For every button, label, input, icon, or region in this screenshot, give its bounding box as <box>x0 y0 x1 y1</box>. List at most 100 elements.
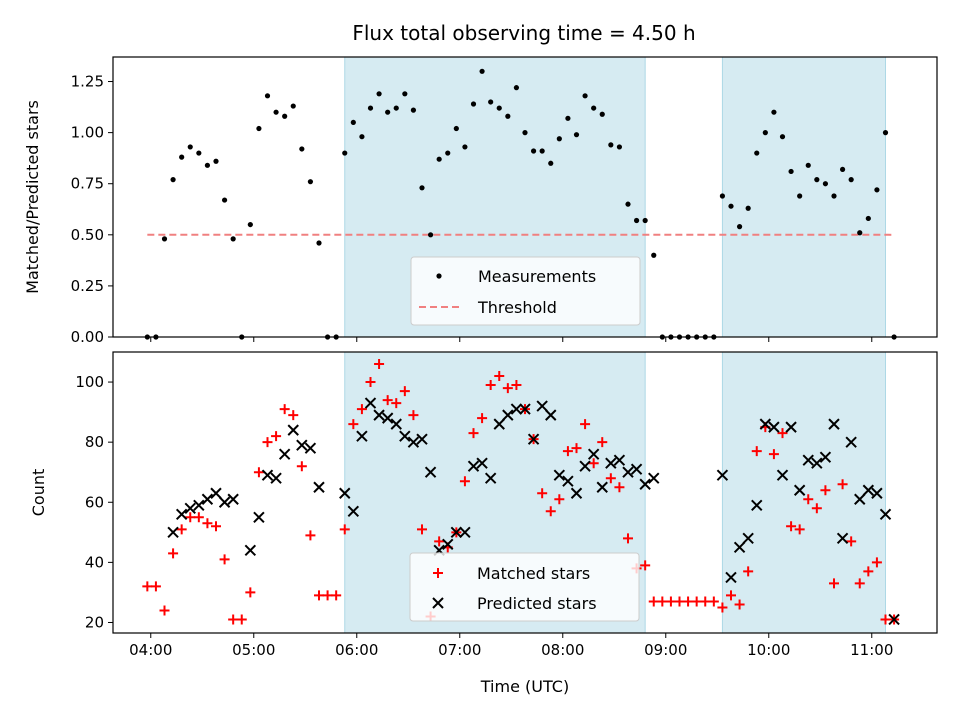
predicted-star-point <box>399 430 411 442</box>
x-axis-label: Time (UTC) <box>480 677 569 696</box>
matched-star-point <box>597 437 608 448</box>
predicted-star-point <box>459 526 471 539</box>
y-tick-label: 1.00 <box>71 124 104 142</box>
matched-star-point <box>322 590 333 601</box>
x-tick-label: 09:00 <box>644 641 687 659</box>
matched-star-point <box>614 482 625 493</box>
matched-star-point <box>588 458 599 469</box>
measurement-point <box>814 177 820 183</box>
predicted-star-point <box>536 400 548 412</box>
predicted-star-point <box>828 418 840 430</box>
matched-star-point <box>434 536 445 547</box>
predicted-star-point <box>510 403 523 415</box>
y-tick-label: 20 <box>85 613 104 631</box>
matched-star-point <box>777 428 788 439</box>
measurement-point <box>882 130 889 136</box>
measurement-point <box>427 232 434 238</box>
shaded-interval-1 <box>721 56 887 338</box>
matched-star-point <box>665 596 676 607</box>
measurement-point <box>788 168 794 175</box>
legend-matched-label: Matched stars <box>477 564 590 583</box>
bottom-legend-box <box>409 552 640 622</box>
measurement-point <box>316 240 322 246</box>
predicted-star-point <box>270 472 282 484</box>
predicted-star-point <box>381 412 394 424</box>
predicted-star-point <box>811 457 823 469</box>
y-tick-label: 0.50 <box>71 226 104 244</box>
matched-star-point <box>837 479 848 490</box>
predicted-star-point <box>630 463 643 475</box>
matched-star-point <box>708 596 719 607</box>
predicted-star-point <box>545 409 557 421</box>
measurement-point <box>436 156 442 162</box>
matched-star-point <box>253 467 264 478</box>
matched-star-point <box>228 614 239 625</box>
predicted-star-point <box>407 436 420 448</box>
predicted-star-point <box>304 442 317 454</box>
x-tick-label: 05:00 <box>232 641 275 659</box>
matched-star-point <box>726 590 736 601</box>
matched-star-point <box>468 428 479 439</box>
measurement-point <box>290 103 296 109</box>
measurement-point <box>247 221 253 228</box>
measurement-point <box>530 148 537 154</box>
matched-star-point <box>408 410 419 421</box>
predicted-star-point <box>733 541 746 554</box>
measurement-point <box>410 107 417 113</box>
matched-star-point <box>605 473 616 484</box>
measurement-point <box>299 146 305 152</box>
chart-title: Flux total observing time = 4.50 h <box>352 21 695 45</box>
predicted-star-point <box>639 478 651 490</box>
predicted-star-point <box>725 571 737 584</box>
measurement-point <box>488 99 494 105</box>
matched-star-point <box>683 596 694 607</box>
matched-star-point <box>271 431 282 442</box>
predicted-star-point <box>364 397 377 409</box>
top-y-axis-label: Matched/Predicted stars <box>23 100 42 294</box>
matched-star-point <box>296 461 307 472</box>
legend-matched-glyph <box>433 568 443 578</box>
measurement-point <box>445 150 451 156</box>
predicted-star-point <box>579 460 591 472</box>
measurement-point <box>565 115 571 121</box>
measurement-point <box>651 252 657 258</box>
matched-star-point <box>562 446 573 457</box>
matched-star-point <box>202 518 213 529</box>
predicted-star-point <box>802 454 814 466</box>
y-tick-label: 1.25 <box>71 73 104 91</box>
measurement-point <box>179 154 185 160</box>
predicted-star-point <box>296 439 308 451</box>
matched-star-point <box>288 410 299 421</box>
predicted-star-point <box>716 469 729 481</box>
measurement-point <box>556 136 562 142</box>
matched-star-point <box>794 524 805 535</box>
predicted-star-point <box>502 409 514 421</box>
predicted-star-point <box>785 421 797 433</box>
matched-star-point <box>382 395 393 406</box>
measurement-point <box>213 158 219 164</box>
measurement-point <box>350 119 356 126</box>
matched-star-point <box>356 404 367 415</box>
matched-star-point <box>674 596 685 607</box>
measurement-point <box>402 91 408 97</box>
measurement-point <box>728 203 734 209</box>
measurement-point <box>548 160 554 166</box>
legend-predicted-label: Predicted stars <box>477 594 597 613</box>
top-panel: 0.00 0.25 0.50 0.75 1.00 1.25 Matched/Predict… <box>23 56 938 346</box>
matched-star-point <box>331 590 342 601</box>
matched-star-point <box>768 449 779 460</box>
predicted-star-point <box>836 532 849 545</box>
measurement-point <box>822 181 829 187</box>
matched-star-point <box>880 614 891 625</box>
measurement-point <box>857 230 863 236</box>
matched-star-point <box>374 359 385 370</box>
measurement-point <box>256 125 262 132</box>
matched-star-point <box>511 380 522 391</box>
x-tick-label: 04:00 <box>129 641 172 659</box>
matched-star-point <box>657 596 668 607</box>
matched-star-point <box>176 524 187 535</box>
legend-measurements-label: Measurements <box>478 267 596 286</box>
bottom-panel: 04:00 05:00 06:00 07:00 08:00 09:00 10:00 11:00… <box>29 351 938 696</box>
matched-star-point <box>854 578 865 589</box>
